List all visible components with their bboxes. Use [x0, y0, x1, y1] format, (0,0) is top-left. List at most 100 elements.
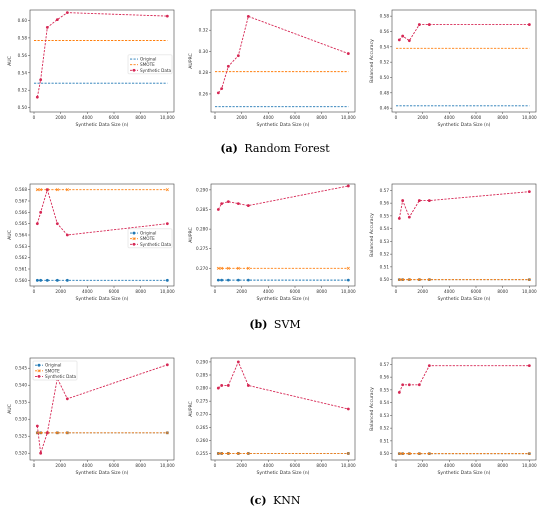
- x-tick-label: 2000: [236, 115, 247, 120]
- data-point-smote: [401, 452, 405, 456]
- y-tick-label: 0.52: [380, 426, 390, 431]
- data-point-original: [216, 278, 220, 282]
- y-tick-label: 0.275: [196, 399, 208, 404]
- data-point-synthetic: [39, 78, 43, 82]
- y-tick-label: 0.58: [380, 14, 390, 19]
- x-tick-label: 2000: [417, 289, 428, 294]
- x-tick-label: 0: [214, 289, 217, 294]
- data-point-synthetic: [220, 202, 224, 206]
- legend-label-original: Original: [45, 363, 61, 368]
- subplot-5: 0 2000 4000 6000 8000 10,000 0.50 0.51 0.52 0.53 0…: [369, 183, 537, 302]
- y-tick-label: 0.55: [380, 387, 390, 392]
- data-point-synthetic: [401, 383, 405, 387]
- x-tick-label: 4000: [444, 115, 455, 120]
- data-point-smote: [401, 278, 405, 282]
- caption-title-a: Random Forest: [244, 142, 330, 155]
- y-tick-label: 0.568: [15, 187, 27, 192]
- data-point-synthetic: [397, 38, 401, 42]
- y-tick-label: 0.540: [15, 383, 27, 388]
- series-line-synthetic: [36, 364, 168, 454]
- y-tick-label: 0.50: [380, 277, 390, 282]
- data-point-smote: [39, 188, 43, 192]
- data-point-synthetic: [427, 23, 431, 26]
- y-tick-label: 0.58: [18, 35, 28, 40]
- data-point-smote: [427, 278, 431, 282]
- x-tick-label: 6000: [290, 289, 301, 294]
- caption-random-forest: (a) Random Forest: [220, 142, 330, 155]
- data-point-original: [65, 278, 69, 282]
- data-point-synthetic: [346, 184, 350, 188]
- legend-label-smote: SMOTE: [140, 236, 155, 241]
- x-tick-label: 6000: [290, 463, 301, 468]
- y-tick-label: 0.565: [15, 221, 27, 226]
- legend-box: [127, 228, 173, 249]
- data-point-synthetic: [407, 39, 411, 43]
- y-tick-label: 0.53: [380, 239, 390, 244]
- data-point-smote: [216, 451, 220, 456]
- data-point-synthetic: [55, 18, 59, 21]
- data-point-smote: [346, 266, 350, 270]
- series-line-synthetic: [36, 12, 168, 98]
- x-tick-label: 2000: [55, 289, 66, 294]
- data-point-synthetic: [39, 210, 43, 214]
- x-tick-label: 10,000: [522, 289, 537, 294]
- y-tick-label: 0.260: [196, 438, 208, 443]
- data-point-smote: [226, 266, 230, 270]
- plot-frame: [391, 357, 537, 461]
- x-tick-label: 2000: [417, 463, 428, 468]
- y-tick-label: 0.56: [380, 201, 390, 206]
- data-point-smote: [427, 452, 431, 456]
- x-tick-label: 0: [214, 115, 217, 120]
- x-axis-label: Synthetic Data Size (n): [76, 296, 129, 302]
- data-point-smote: [246, 451, 250, 456]
- y-axis-label: AUPRC: [188, 401, 194, 416]
- data-point-synthetic: [165, 14, 169, 18]
- y-tick-label: 0.56: [380, 375, 390, 380]
- x-tick-label: 10,000: [341, 463, 356, 468]
- x-tick-label: 10,000: [341, 115, 356, 120]
- x-axis-label: Synthetic Data Size (n): [438, 296, 491, 302]
- subplot-4: 0 2000 4000 6000 8000 10,000 0.270 0.275 0.280 0.…: [188, 183, 356, 302]
- x-tick-label: 0: [395, 289, 398, 294]
- data-point-synthetic: [427, 199, 431, 202]
- data-point-smote: [220, 451, 224, 456]
- data-point-synthetic: [35, 424, 39, 428]
- y-tick-label: 0.52: [380, 60, 390, 65]
- legend-marker-smote: [132, 237, 136, 241]
- x-tick-label: 8000: [135, 115, 146, 120]
- data-point-synthetic: [246, 204, 250, 207]
- legend-label-original: Original: [140, 231, 156, 236]
- y-tick-label: 0.545: [15, 366, 27, 371]
- x-tick-label: 6000: [471, 115, 482, 120]
- x-tick-label: 8000: [135, 289, 146, 294]
- subplots-layer: 0 2000 4000 6000 8000 10,0000.500.520.540.560…: [7, 9, 537, 476]
- data-point-synthetic: [401, 34, 405, 38]
- caption-letter-b: (b): [249, 318, 267, 331]
- data-point-synthetic: [226, 384, 230, 387]
- subplot-1: 0 2000 4000 6000 8000 10,000 0.26 0.28 0.30 0.32 S…: [188, 9, 356, 128]
- data-point-smote: [220, 266, 224, 270]
- data-point-synthetic: [417, 23, 421, 26]
- data-point-synthetic: [226, 200, 230, 204]
- data-point-smote: [39, 431, 43, 435]
- x-tick-label: 4000: [263, 289, 274, 294]
- caption-letter-a: (a): [220, 142, 238, 155]
- y-tick-label: 0.50: [380, 75, 390, 80]
- x-tick-label: 10,000: [341, 289, 356, 294]
- x-axis-label: Synthetic Data Size (n): [257, 122, 310, 128]
- data-point-smote: [407, 452, 411, 456]
- subplot-8: 0 2000 4000 6000 8000 10,000 0.50 0.51 0.52 0.53 0…: [369, 357, 537, 476]
- y-tick-label: 0.520: [15, 451, 27, 456]
- x-axis-label: Synthetic Data Size (n): [76, 470, 129, 476]
- data-point-synthetic: [527, 190, 531, 194]
- data-point-synthetic: [220, 87, 224, 91]
- plot-frame: [210, 183, 356, 287]
- legend-marker-original: [37, 363, 41, 367]
- y-tick-label: 0.54: [380, 400, 390, 405]
- series-line-synthetic: [36, 188, 168, 236]
- y-tick-label: 0.32: [199, 28, 209, 33]
- y-tick-label: 0.285: [196, 373, 208, 378]
- data-point-synthetic: [246, 14, 250, 18]
- data-point-synthetic: [55, 222, 59, 226]
